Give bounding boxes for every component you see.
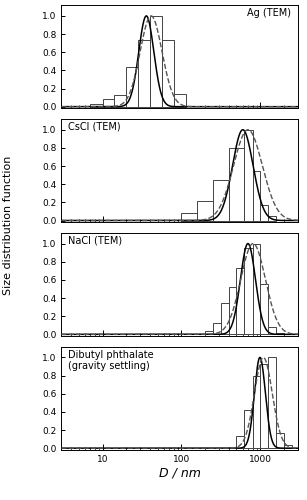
Text: Size distribution function: Size distribution function — [3, 156, 13, 294]
Bar — [260, 205, 268, 220]
Bar — [268, 358, 276, 448]
Bar — [268, 216, 276, 220]
Bar — [268, 327, 276, 334]
Bar — [205, 330, 213, 334]
Bar — [197, 200, 213, 220]
Bar — [126, 66, 138, 106]
Bar — [138, 40, 150, 106]
Bar — [253, 376, 260, 448]
Bar — [260, 284, 268, 335]
Bar — [244, 248, 253, 334]
Bar — [236, 268, 244, 334]
Bar — [229, 148, 244, 220]
Bar — [213, 180, 229, 220]
Bar — [284, 444, 292, 448]
Bar — [181, 213, 197, 220]
Text: CsCl (TEM): CsCl (TEM) — [68, 122, 121, 132]
X-axis label: D / nm: D / nm — [159, 466, 200, 479]
Bar — [213, 322, 221, 334]
Bar — [236, 436, 244, 448]
Text: Dibutyl phthalate
(gravity settling): Dibutyl phthalate (gravity settling) — [68, 350, 154, 371]
Bar — [276, 332, 285, 334]
Bar — [174, 94, 186, 106]
Text: Ag (TEM): Ag (TEM) — [247, 8, 291, 18]
Bar — [276, 433, 284, 448]
Text: NaCl (TEM): NaCl (TEM) — [68, 236, 122, 246]
Bar — [161, 40, 174, 106]
Bar — [221, 302, 229, 334]
Bar — [114, 95, 126, 106]
Bar — [260, 364, 268, 448]
Bar — [229, 287, 236, 335]
Bar — [244, 130, 253, 220]
Bar — [253, 170, 260, 220]
Bar — [90, 104, 103, 106]
Bar — [253, 244, 260, 334]
Bar — [244, 410, 253, 448]
Bar — [150, 16, 161, 106]
Bar — [103, 100, 114, 106]
